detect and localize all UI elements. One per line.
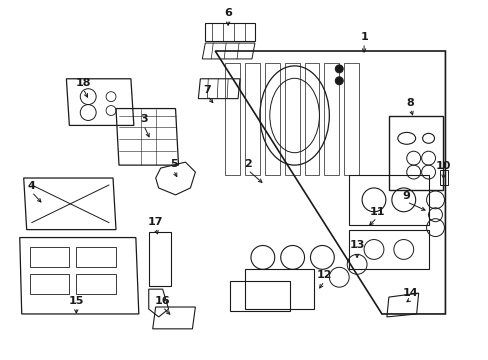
Text: 8: 8 [406,98,414,108]
Bar [348,230,427,269]
Bar [76,247,116,267]
Text: 1: 1 [360,32,367,42]
Text: 3: 3 [140,114,147,125]
Bar [440,170,447,185]
Text: 2: 2 [244,159,251,169]
Bar [388,116,443,190]
Bar [348,175,427,225]
Text: 4: 4 [28,181,36,191]
Bar [230,281,289,311]
Text: 12: 12 [316,270,331,280]
Text: 5: 5 [169,159,177,169]
Text: 7: 7 [203,85,211,95]
Text: 9: 9 [402,191,410,201]
Text: 16: 16 [155,296,170,306]
Text: 6: 6 [224,8,232,18]
Text: 14: 14 [402,288,418,298]
Text: 11: 11 [368,207,384,217]
Bar [30,274,69,294]
Bar [76,274,116,294]
Circle shape [335,65,343,73]
Text: 13: 13 [349,240,364,251]
Bar [244,269,314,309]
Text: 15: 15 [68,296,84,306]
Bar [30,247,69,267]
Bar [205,23,254,41]
Text: 17: 17 [148,217,163,227]
Circle shape [335,77,343,85]
Bar [148,231,170,286]
Text: 10: 10 [435,161,450,171]
Text: 18: 18 [75,78,91,88]
